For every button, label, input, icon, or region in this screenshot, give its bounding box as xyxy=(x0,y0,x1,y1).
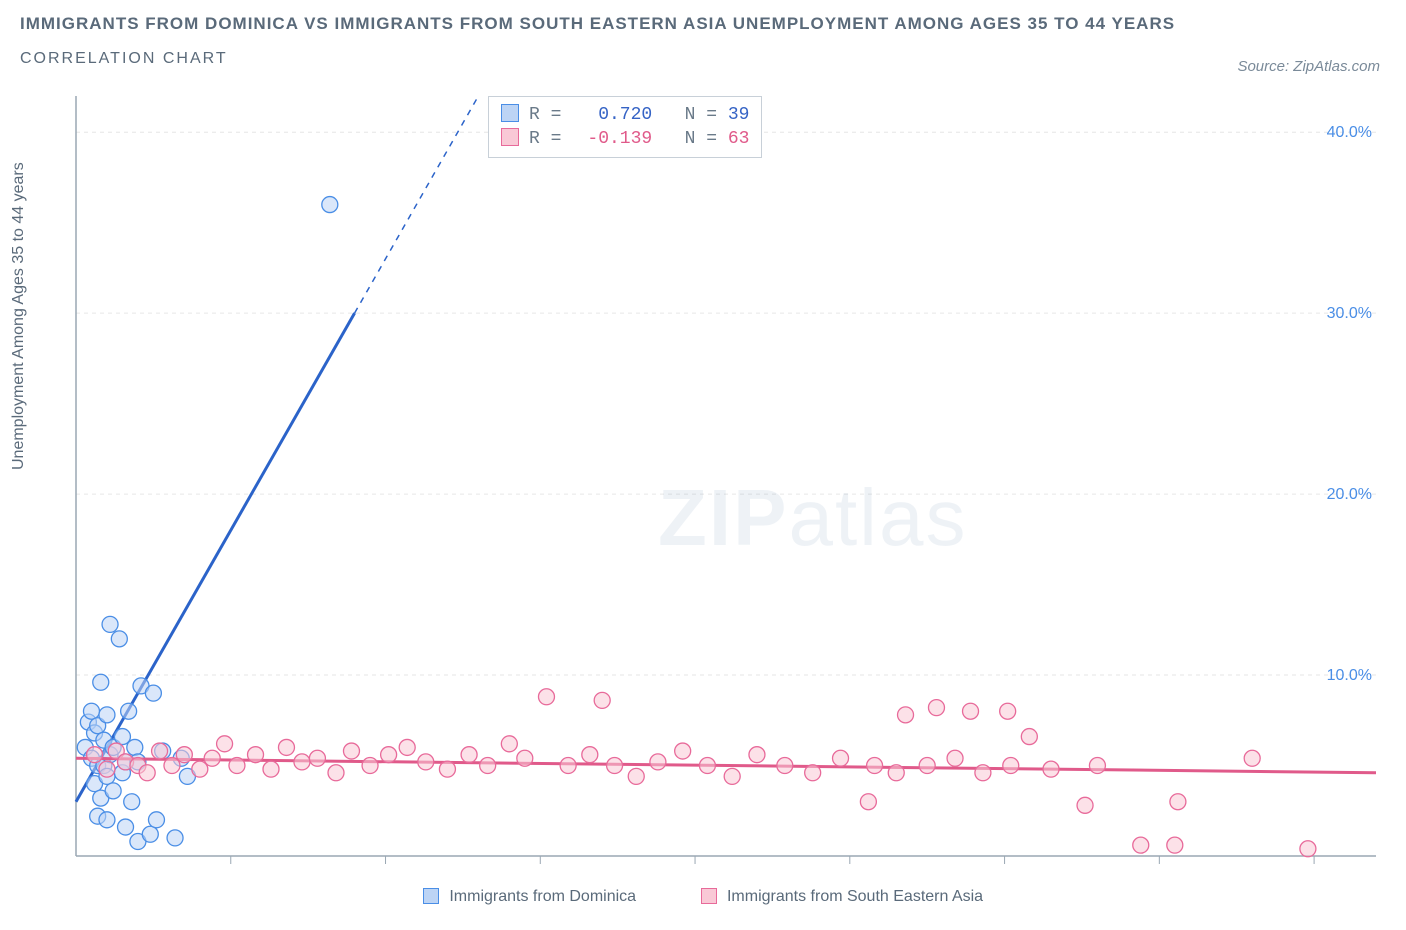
stats-row: R = 0.720 N = 39 xyxy=(501,103,749,127)
y-axis-label: Unemployment Among Ages 35 to 44 years xyxy=(10,162,28,470)
legend-swatch-dominica xyxy=(423,888,439,904)
correlation-stats-box: R = 0.720 N = 39R = -0.139 N = 63 xyxy=(488,96,762,158)
legend-label-dominica: Immigrants from Dominica xyxy=(449,888,636,905)
svg-text:20.0%: 20.0% xyxy=(1327,486,1372,503)
chart-title-block: IMMIGRANTS FROM DOMINICA VS IMMIGRANTS F… xyxy=(20,14,1175,68)
scatter-chart: 10.0%20.0%30.0%40.0%0.0%40.0% xyxy=(58,92,1388,872)
svg-text:40.0%: 40.0% xyxy=(1327,124,1372,141)
legend-item-seasia: Immigrants from South Eastern Asia xyxy=(701,888,984,905)
title-line1: IMMIGRANTS FROM DOMINICA VS IMMIGRANTS F… xyxy=(20,14,1175,34)
title-line2: CORRELATION CHART xyxy=(20,50,1175,68)
plot-area: 10.0%20.0%30.0%40.0%0.0%40.0% R = 0.720 … xyxy=(58,92,1388,872)
legend-item-dominica: Immigrants from Dominica xyxy=(423,888,641,905)
svg-text:30.0%: 30.0% xyxy=(1327,305,1372,322)
legend-swatch-seasia xyxy=(701,888,717,904)
svg-text:10.0%: 10.0% xyxy=(1327,667,1372,684)
stats-row: R = -0.139 N = 63 xyxy=(501,127,749,151)
source-attribution: Source: ZipAtlas.com xyxy=(1237,58,1380,75)
bottom-legend: Immigrants from Dominica Immigrants from… xyxy=(0,888,1406,906)
legend-label-seasia: Immigrants from South Eastern Asia xyxy=(727,888,983,905)
